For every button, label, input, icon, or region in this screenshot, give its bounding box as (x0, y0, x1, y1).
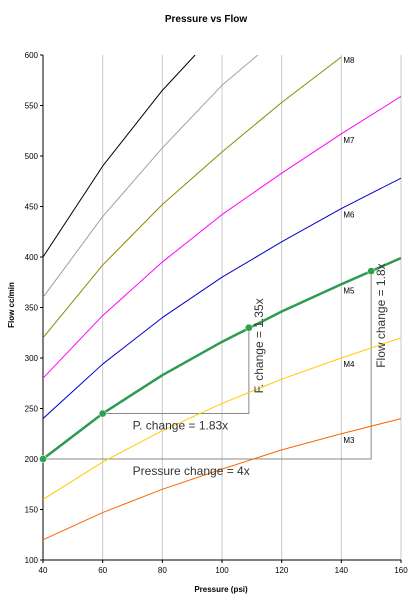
y-tick-label: 500 (25, 152, 39, 161)
x-tick-label: 120 (275, 566, 289, 575)
series-label: M4 (343, 360, 355, 369)
x-tick-label: 80 (158, 566, 167, 575)
series-line (43, 56, 342, 339)
series-line (43, 55, 196, 258)
y-tick-label: 150 (25, 506, 39, 515)
y-axis-label: Flow cc/min (7, 282, 16, 328)
large-change-bracket (43, 271, 372, 460)
series-line (43, 418, 401, 541)
pressure-change-label: Pressure change = 4x (133, 464, 250, 478)
highlight-point (98, 409, 107, 418)
y-tick-label: 550 (25, 102, 39, 111)
f-change-label: F. change = 1.35x (252, 298, 266, 393)
y-tick-label: 250 (25, 405, 39, 414)
y-tick-label: 100 (25, 556, 39, 565)
y-tick-label: 600 (25, 51, 39, 60)
y-tick-label: 450 (25, 203, 39, 212)
x-axis-label: Pressure (psi) (194, 585, 248, 594)
y-tick-label: 200 (25, 455, 39, 464)
highlight-point (367, 267, 376, 275)
plot-area: 100 150 200 250 300 350 400 450 500 550 600 40 60 80 1… (25, 51, 409, 575)
series-label: M8 (343, 56, 355, 65)
series-label: M7 (343, 136, 355, 145)
chart-title: Pressure vs Flow (165, 14, 247, 25)
y-tick-label: 400 (25, 253, 39, 262)
series-line (43, 95, 401, 379)
x-tick-label: 140 (335, 566, 349, 575)
series-label: M3 (343, 436, 355, 445)
y-tick-label: 300 (25, 354, 39, 363)
flow-change-label: Flow change = 1.8x (374, 263, 388, 367)
series-label: M6 (343, 211, 355, 220)
p-change-label: P. change = 1.83x (133, 419, 229, 433)
y-tick-label: 350 (25, 304, 39, 313)
highlight-point (245, 323, 253, 332)
series-line (43, 177, 401, 419)
x-tick-label: 60 (98, 566, 107, 575)
x-tick-label: 40 (39, 566, 48, 575)
highlight-point (39, 455, 47, 463)
x-tick-label: 160 (394, 566, 408, 575)
series-label: M5 (343, 286, 355, 295)
x-tick-label: 100 (215, 566, 229, 575)
series-line (43, 337, 401, 500)
series-line (43, 55, 259, 298)
small-change-bracket (102, 327, 250, 415)
